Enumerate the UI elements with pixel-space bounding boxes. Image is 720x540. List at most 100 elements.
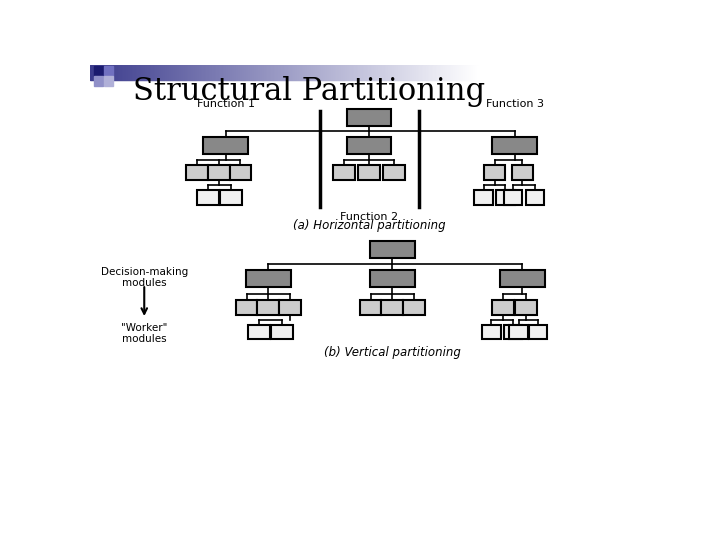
Bar: [129, 65, 130, 80]
Bar: [565, 65, 566, 80]
Bar: [281, 65, 282, 80]
Bar: [333, 65, 334, 80]
Bar: [336, 65, 337, 80]
Bar: [403, 300, 425, 315]
Bar: [302, 65, 303, 80]
Bar: [438, 65, 439, 80]
Bar: [370, 271, 415, 287]
Bar: [147, 65, 148, 80]
Bar: [486, 65, 487, 80]
Bar: [417, 65, 418, 80]
Bar: [212, 65, 213, 80]
Bar: [585, 65, 586, 80]
Bar: [204, 65, 205, 80]
Bar: [429, 65, 431, 80]
Bar: [620, 65, 621, 80]
Bar: [259, 65, 260, 80]
Bar: [104, 76, 113, 85]
Bar: [327, 65, 328, 80]
Bar: [238, 65, 239, 80]
Bar: [138, 65, 139, 80]
Bar: [354, 65, 355, 80]
Text: Structural Partitioning: Structural Partitioning: [132, 76, 485, 107]
Bar: [562, 65, 563, 80]
Bar: [295, 65, 296, 80]
Bar: [595, 65, 596, 80]
Bar: [634, 65, 635, 80]
Bar: [155, 65, 156, 80]
Bar: [468, 65, 469, 80]
Bar: [339, 65, 340, 80]
Bar: [126, 65, 127, 80]
Bar: [434, 65, 435, 80]
Bar: [605, 65, 606, 80]
Bar: [373, 65, 374, 80]
Bar: [282, 65, 283, 80]
Bar: [338, 65, 339, 80]
Bar: [447, 65, 448, 80]
Bar: [220, 65, 221, 80]
Bar: [594, 65, 595, 80]
Bar: [388, 65, 389, 80]
Bar: [426, 65, 427, 80]
Bar: [99, 65, 100, 80]
Bar: [113, 65, 114, 80]
Bar: [400, 65, 401, 80]
Bar: [208, 165, 230, 180]
Bar: [484, 165, 505, 180]
Bar: [177, 65, 178, 80]
Bar: [296, 65, 297, 80]
Bar: [216, 65, 217, 80]
Bar: [499, 65, 500, 80]
Bar: [222, 65, 223, 80]
Bar: [169, 65, 170, 80]
Bar: [435, 65, 436, 80]
Bar: [512, 65, 513, 80]
Bar: [159, 65, 160, 80]
Bar: [333, 165, 355, 180]
Bar: [630, 65, 631, 80]
Bar: [453, 65, 454, 80]
Bar: [306, 65, 307, 80]
Bar: [542, 65, 543, 80]
Bar: [441, 65, 442, 80]
Bar: [505, 65, 506, 80]
Bar: [390, 65, 391, 80]
Bar: [433, 65, 434, 80]
Bar: [294, 65, 295, 80]
Bar: [130, 65, 131, 80]
Bar: [497, 65, 498, 80]
Bar: [482, 65, 483, 80]
Bar: [599, 65, 600, 80]
Bar: [510, 65, 512, 80]
Bar: [346, 137, 392, 154]
Bar: [500, 65, 502, 80]
Bar: [311, 65, 312, 80]
Bar: [337, 65, 338, 80]
Bar: [371, 65, 372, 80]
Bar: [280, 65, 281, 80]
Bar: [513, 65, 514, 80]
Bar: [615, 65, 616, 80]
Bar: [139, 65, 140, 80]
Bar: [312, 65, 313, 80]
Bar: [608, 65, 609, 80]
Bar: [236, 65, 238, 80]
Bar: [157, 65, 158, 80]
Bar: [355, 65, 356, 80]
Bar: [607, 65, 608, 80]
Bar: [421, 65, 422, 80]
Bar: [101, 65, 102, 80]
Bar: [541, 65, 542, 80]
Bar: [411, 65, 412, 80]
Bar: [239, 65, 240, 80]
Bar: [379, 65, 380, 80]
Bar: [423, 65, 424, 80]
Bar: [451, 65, 452, 80]
Bar: [645, 65, 646, 80]
Bar: [114, 65, 116, 80]
Bar: [361, 65, 362, 80]
Bar: [356, 65, 357, 80]
Bar: [109, 65, 110, 80]
Bar: [463, 65, 464, 80]
